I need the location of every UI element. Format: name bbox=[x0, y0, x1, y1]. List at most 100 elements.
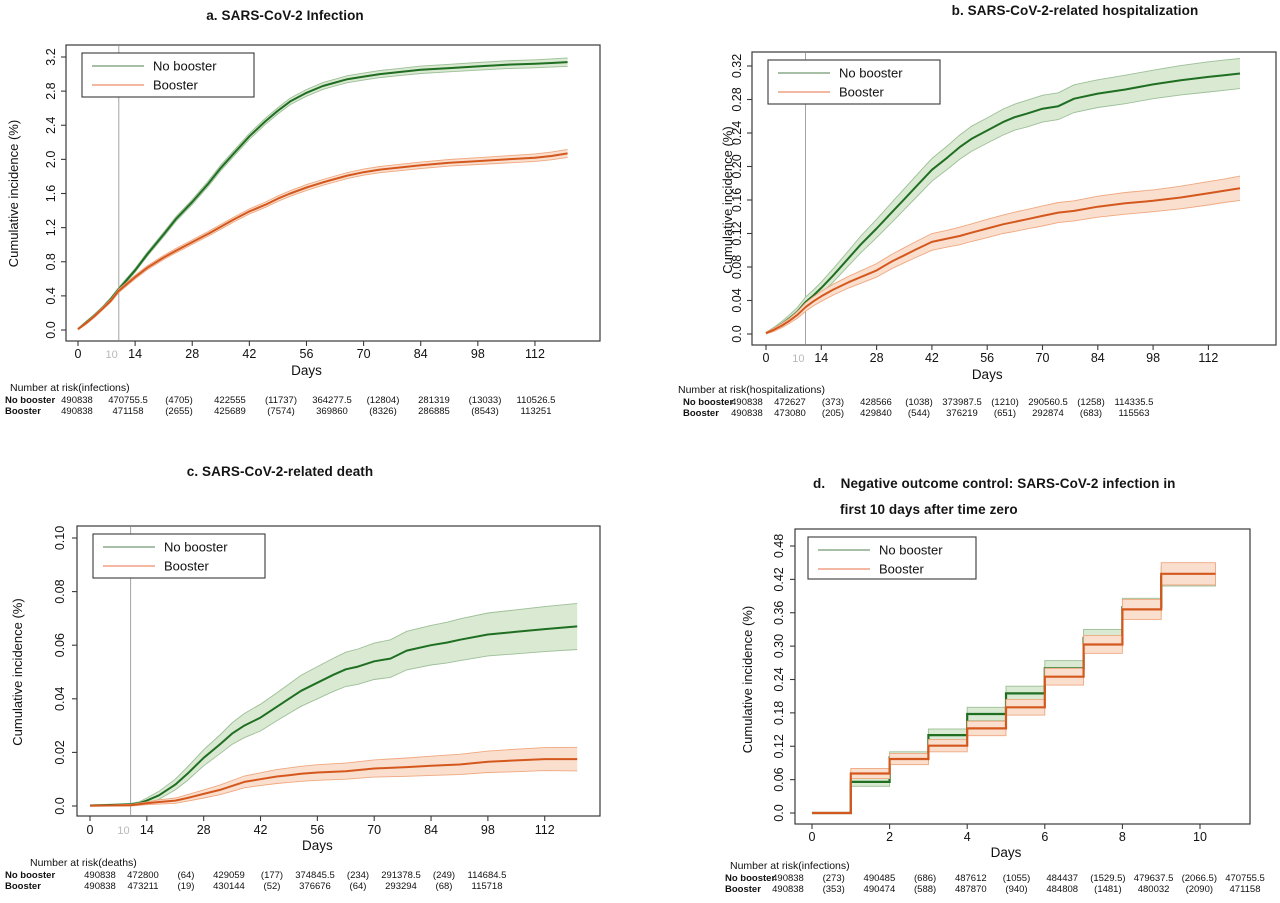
incidence-curve bbox=[77, 152, 568, 330]
risk-cell: (273) bbox=[823, 873, 845, 884]
y-axis-label: Cumulative incidence (%) bbox=[740, 606, 755, 753]
risk-cell: 110526.5 bbox=[517, 395, 556, 406]
day10-gray-label: 10 bbox=[117, 825, 129, 837]
svg-text:0.08: 0.08 bbox=[53, 579, 67, 603]
risk-cell: (1055) bbox=[1003, 873, 1030, 884]
svg-text:0: 0 bbox=[75, 347, 82, 361]
risk-cell: (177) bbox=[261, 870, 283, 881]
risk-cell: (1210) bbox=[991, 397, 1018, 408]
svg-text:0.32: 0.32 bbox=[730, 54, 744, 78]
risk-table-title: Number at risk(infections) bbox=[10, 382, 130, 394]
risk-cell: (1529.5) bbox=[1090, 873, 1125, 884]
panel-b-hospitalization: b. SARS-CoV-2-related hospitalization 0 1… bbox=[640, 0, 1280, 451]
svg-text:1.2: 1.2 bbox=[44, 219, 58, 236]
legend-label: Booster bbox=[839, 85, 884, 100]
risk-row-label: No booster bbox=[5, 870, 55, 881]
incidence-step-curve bbox=[812, 572, 1216, 815]
svg-text:56: 56 bbox=[310, 823, 324, 837]
legend-box bbox=[92, 533, 266, 579]
x-axis-label: Days bbox=[302, 838, 333, 853]
number-at-risk-table: Number at risk(infections)No booster 4908… bbox=[5, 382, 555, 417]
incidence-curve bbox=[89, 625, 578, 807]
day10-gray-label: 10 bbox=[106, 349, 118, 361]
risk-cell: (683) bbox=[1080, 408, 1102, 419]
risk-cell: (64) bbox=[178, 870, 195, 881]
svg-text:0.4: 0.4 bbox=[44, 287, 58, 304]
panel-d-chart: 0 2 4 6 8 10 0.0 0.06 0.12 0.18 0.24 0.30 0.36 0.42 0.… bbox=[725, 528, 1265, 895]
series-layer bbox=[77, 57, 568, 331]
x-axis-label: Days bbox=[972, 367, 1003, 382]
panel-a-sars-cov-2-infection: a. SARS-CoV-2 Infection 0 14 28 42 56 70 84 98 1… bbox=[0, 0, 640, 451]
risk-cell: (8543) bbox=[471, 406, 498, 417]
y-axis-label: Cumulative incidence (%) bbox=[6, 120, 21, 267]
risk-cell: 487870 bbox=[955, 884, 987, 895]
legend: No booster Booster bbox=[767, 59, 941, 105]
svg-text:98: 98 bbox=[481, 823, 495, 837]
number-at-risk-table: Number at risk(hospitalizations)No boost… bbox=[678, 384, 1153, 419]
legend-label: Booster bbox=[164, 559, 209, 574]
svg-text:0.36: 0.36 bbox=[772, 601, 786, 625]
svg-text:14: 14 bbox=[140, 823, 154, 837]
risk-cell: (2655) bbox=[165, 406, 192, 417]
risk-cell: 286885 bbox=[418, 406, 450, 417]
risk-cell: 290560.5 bbox=[1028, 397, 1068, 408]
svg-text:70: 70 bbox=[367, 823, 381, 837]
risk-cell: (12804) bbox=[367, 395, 400, 406]
risk-cell: (234) bbox=[347, 870, 369, 881]
series-booster bbox=[89, 746, 578, 807]
svg-text:1.6: 1.6 bbox=[44, 185, 58, 202]
axes: 0 14 28 42 56 70 84 98 112 10 0.0 0.02 0.04 0.06 0.08 0… bbox=[10, 526, 555, 853]
svg-text:0: 0 bbox=[809, 830, 816, 844]
svg-text:0.12: 0.12 bbox=[772, 734, 786, 758]
svg-text:28: 28 bbox=[870, 351, 884, 365]
risk-cell: (19) bbox=[178, 881, 195, 892]
legend-label: Booster bbox=[879, 562, 924, 577]
panel-d-title-line2: first 10 days after time zero bbox=[840, 502, 1018, 517]
incidence-curve bbox=[765, 187, 1241, 335]
risk-cell: 490838 bbox=[772, 873, 804, 884]
risk-cell: 472800 bbox=[127, 870, 159, 881]
risk-cell: 113251 bbox=[521, 406, 552, 417]
legend-label: No booster bbox=[879, 543, 943, 558]
svg-text:0.12: 0.12 bbox=[730, 221, 744, 245]
panel-d-title-line1: d. Negative outcome control: SARS-CoV-2 … bbox=[813, 476, 1176, 491]
svg-text:0.0: 0.0 bbox=[730, 325, 744, 342]
risk-cell: 470755.5 bbox=[108, 395, 148, 406]
risk-cell: 487612 bbox=[955, 873, 987, 884]
risk-cell: (11737) bbox=[265, 395, 297, 406]
risk-row-label: Booster bbox=[683, 408, 719, 419]
svg-text:0.02: 0.02 bbox=[53, 740, 67, 764]
y-axis-label: Cumulative incidence (%) bbox=[720, 126, 735, 273]
risk-cell: 376219 bbox=[946, 408, 978, 419]
series-layer bbox=[89, 602, 578, 807]
svg-text:2.0: 2.0 bbox=[44, 151, 58, 168]
svg-text:14: 14 bbox=[814, 351, 828, 365]
risk-cell: 490485 bbox=[864, 873, 896, 884]
svg-text:0.08: 0.08 bbox=[730, 255, 744, 279]
panel-b-chart: 0 14 28 42 56 70 84 98 112 10 0.0 0.04 0.08 0.12 0.16 0… bbox=[678, 51, 1277, 419]
panel-c-chart: 0 14 28 42 56 70 84 98 112 10 0.0 0.02 0.04 0.06 0.08 0… bbox=[5, 525, 601, 892]
risk-cell: 425689 bbox=[214, 406, 246, 417]
risk-row-label: No booster bbox=[5, 395, 55, 406]
panel-c-death: c. SARS-CoV-2-related death 0 14 28 42 56 70 8… bbox=[0, 451, 640, 902]
risk-cell: 490838 bbox=[84, 881, 116, 892]
legend-box bbox=[81, 52, 255, 98]
risk-cell: 293294 bbox=[385, 881, 417, 892]
series-layer bbox=[765, 58, 1241, 335]
risk-cell: (2066.5) bbox=[1182, 873, 1217, 884]
svg-text:0.06: 0.06 bbox=[772, 767, 786, 791]
day10-gray-label: 10 bbox=[792, 353, 804, 365]
risk-cell: (7574) bbox=[267, 406, 294, 417]
risk-cell: 376676 bbox=[299, 881, 331, 892]
svg-text:0.18: 0.18 bbox=[772, 701, 786, 725]
svg-text:0.06: 0.06 bbox=[53, 633, 67, 657]
svg-text:2.8: 2.8 bbox=[44, 82, 58, 99]
series-layer bbox=[812, 562, 1216, 815]
risk-cell: (205) bbox=[822, 408, 844, 419]
panel-c-title: c. SARS-CoV-2-related death bbox=[186, 464, 374, 479]
svg-text:0: 0 bbox=[763, 351, 770, 365]
panel-b-title: b. SARS-CoV-2-related hospitalization bbox=[951, 3, 1199, 18]
risk-cell: 428566 bbox=[860, 397, 892, 408]
risk-cell: 429059 bbox=[213, 870, 245, 881]
risk-cell: 471158 bbox=[1230, 884, 1261, 895]
